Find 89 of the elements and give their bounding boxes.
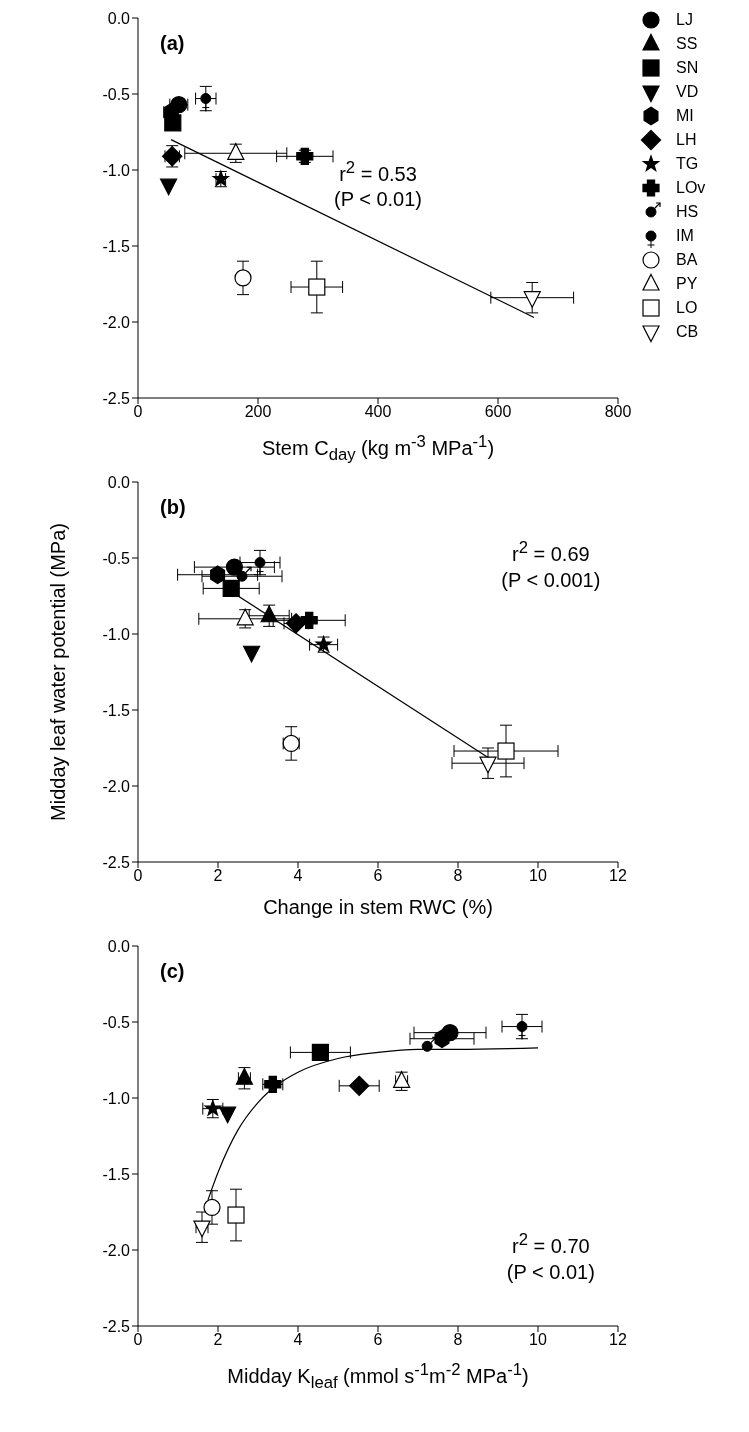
x-tick-label: 6 (373, 867, 383, 885)
legend-label: MI (676, 107, 694, 125)
point (193, 1220, 211, 1238)
legend-label: HS (676, 203, 699, 221)
legend-label: IM (676, 227, 694, 245)
annotation: (P < 0.01) (333, 187, 423, 213)
x-axis-title: Stem C$_{day}$ (kg m$^{-3}$ MPa$^{-1}$) (260, 431, 496, 466)
x-tick-label: 0 (133, 867, 143, 885)
annotation: (b) (160, 496, 186, 519)
y-tick-label: -2.5 (102, 389, 131, 407)
annotation: (P < 0.01) (505, 1259, 596, 1285)
point (308, 278, 326, 296)
y-tick-label: -1.5 (102, 237, 131, 255)
x-tick-label: 0 (133, 403, 143, 421)
point (421, 1040, 433, 1052)
y-tick-label: -2.5 (102, 1317, 131, 1335)
annotation: (P < 0.001) (500, 567, 602, 593)
point (227, 1206, 245, 1224)
x-tick-label: 2 (213, 1331, 223, 1349)
point (479, 756, 497, 774)
x-tick-label: 4 (293, 1331, 303, 1349)
x-tick-label: 10 (529, 1331, 547, 1349)
point (523, 291, 541, 308)
text: Midday K$_{leaf}$ (mmol s$^{-1}$m$^{-2}$ MPa$^{-1}$) (227, 1360, 529, 1392)
legend-label: LH (676, 131, 697, 149)
y-tick-label: -1.5 (102, 1165, 131, 1183)
legend-label: PY (676, 275, 698, 293)
point (243, 645, 261, 663)
x-tick-label: 800 (604, 403, 632, 421)
y-tick-label: 0.0 (107, 9, 131, 27)
annotation: r$^{2}$ = 0.69 (510, 537, 591, 567)
point (254, 557, 266, 569)
legend-label: TG (676, 155, 699, 173)
x-tick-label: 12 (609, 867, 627, 885)
y-tick-label: -0.5 (102, 85, 131, 103)
point (434, 1029, 450, 1049)
point (225, 558, 243, 576)
x-tick-label: 8 (453, 867, 463, 885)
legend-label: LOv (676, 179, 706, 197)
x-tick-label: 200 (244, 403, 272, 421)
legend-label: CB (676, 323, 699, 341)
y-tick-label: 0.0 (107, 937, 131, 955)
annotation: (a) (160, 32, 185, 55)
x-tick-label: 6 (373, 1331, 383, 1349)
point (160, 178, 178, 196)
y-tick-label: -1.0 (102, 625, 131, 643)
point (236, 570, 248, 582)
point (219, 1106, 237, 1124)
point (200, 93, 212, 105)
y-tick-label: -2.5 (102, 853, 131, 871)
legend-label: SN (676, 59, 699, 77)
x-tick-label: 12 (609, 1331, 627, 1349)
x-tick-label: 4 (293, 867, 303, 885)
y-tick-label: -0.5 (102, 549, 131, 567)
y-tick-label: 0.0 (107, 473, 131, 491)
legend-label: VD (676, 83, 699, 101)
x-tick-label: 0 (133, 1331, 143, 1349)
y-tick-label: -1.0 (102, 1089, 131, 1107)
legend-label: LO (676, 299, 698, 317)
x-axis-title: Change in stem RWC (%) (262, 895, 494, 920)
y-tick-label: -2.0 (102, 313, 131, 331)
point (516, 1021, 528, 1033)
y-tick-label: -0.5 (102, 1013, 131, 1031)
point (203, 1198, 221, 1217)
point (260, 605, 278, 623)
legend-label: LJ (676, 11, 693, 29)
x-tick-label: 10 (529, 867, 547, 885)
legend-label: BA (676, 251, 698, 269)
point (222, 579, 240, 597)
x-tick-label: 8 (453, 1331, 463, 1349)
y-axis-title: Midday leaf water potential (MPa) (47, 523, 70, 821)
point (300, 611, 318, 629)
annotation: r$^{2}$ = 0.70 (510, 1229, 591, 1259)
point (497, 742, 515, 760)
annotation: r$^{2}$ = 0.53 (338, 156, 418, 187)
x-tick-label: 2 (213, 867, 223, 885)
point (210, 565, 226, 585)
x-tick-label: 600 (484, 403, 512, 421)
y-tick-label: -2.0 (102, 777, 131, 795)
point (311, 1043, 329, 1061)
annotation: (c) (160, 960, 185, 983)
point (285, 613, 307, 634)
point (349, 1075, 370, 1097)
x-tick-label: 400 (364, 403, 392, 421)
point (234, 269, 252, 287)
legend-label: SS (676, 35, 698, 53)
y-tick-label: -2.0 (102, 1241, 131, 1259)
y-tick-label: -1.0 (102, 161, 131, 179)
y-tick-label: -1.5 (102, 701, 131, 719)
